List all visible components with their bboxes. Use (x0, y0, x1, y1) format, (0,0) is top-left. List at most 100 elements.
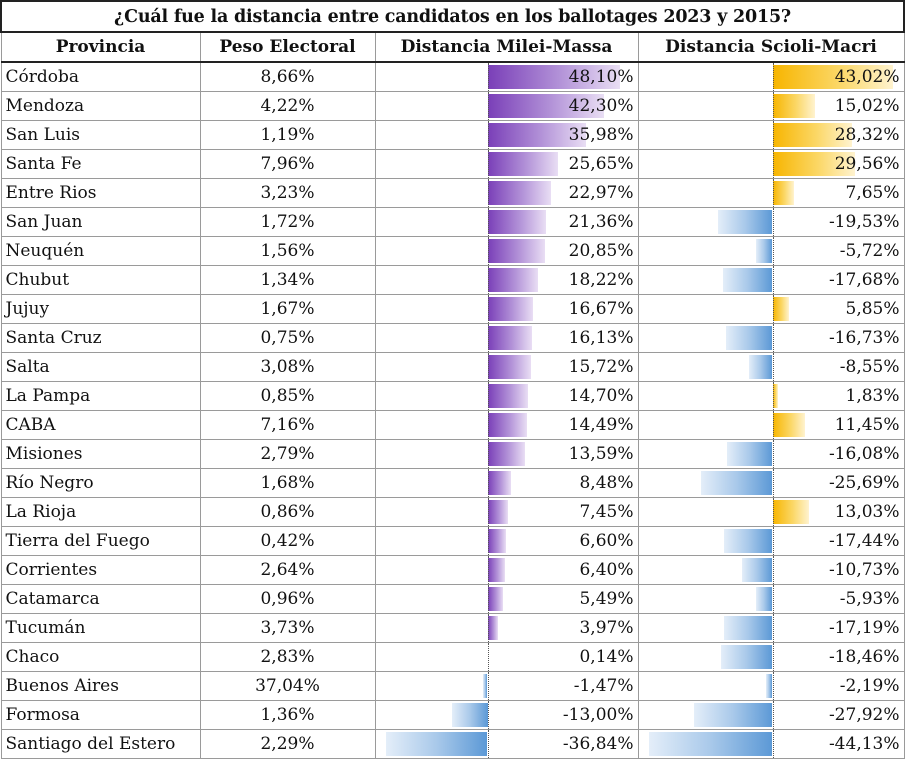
distancia-milei-massa-axis-line (488, 643, 489, 671)
distancia-scioli-macri-cell: 7,65% (638, 178, 904, 207)
distancia-milei-massa-cell: 48,10% (375, 62, 638, 91)
distancia-milei-massa-bar (488, 442, 525, 466)
distancia-scioli-macri-cell: -19,53% (638, 207, 904, 236)
peso-electoral-cell: 7,96% (200, 149, 375, 178)
peso-electoral-cell: 1,36% (200, 700, 375, 729)
distancia-milei-massa-axis-line (488, 585, 489, 613)
distancia-scioli-macri-cell: -17,68% (638, 265, 904, 294)
distancia-milei-massa-value: 14,70% (569, 382, 634, 410)
distancia-milei-massa-bar (488, 152, 559, 176)
distancia-scioli-macri-value: 29,56% (835, 150, 900, 178)
peso-electoral-cell: 4,22% (200, 91, 375, 120)
provincia-cell: Santiago del Estero (1, 729, 200, 758)
distancia-scioli-macri-bar (649, 732, 773, 756)
provincia-cell: San Luis (1, 120, 200, 149)
provincia-cell: San Juan (1, 207, 200, 236)
distancia-scioli-macri-axis-line (773, 614, 774, 642)
header-provincia: Provincia (1, 32, 200, 62)
distancia-milei-massa-axis-line (488, 701, 489, 729)
distancia-milei-massa-cell: 3,97% (375, 613, 638, 642)
header-distancia-scioli-macri: Distancia Scioli-Macri (638, 32, 904, 62)
distancia-milei-massa-axis-line (488, 150, 489, 178)
distancia-scioli-macri-cell: -5,72% (638, 236, 904, 265)
distancia-milei-massa-bar (452, 703, 488, 727)
distancia-scioli-macri-value: 13,03% (835, 498, 900, 526)
distancia-milei-massa-value: 15,72% (569, 353, 634, 381)
peso-electoral-cell: 1,19% (200, 120, 375, 149)
peso-electoral-cell: 0,96% (200, 584, 375, 613)
provincia-cell: Neuquén (1, 236, 200, 265)
distancia-scioli-macri-cell: 1,83% (638, 381, 904, 410)
peso-electoral-cell: 1,72% (200, 207, 375, 236)
distancia-scioli-macri-axis-line (773, 208, 774, 236)
distancia-milei-massa-bar (488, 181, 551, 205)
distancia-milei-massa-value: 8,48% (579, 469, 633, 497)
distancia-milei-massa-cell: 42,30% (375, 91, 638, 120)
provincia-cell: Santa Cruz (1, 323, 200, 352)
distancia-milei-massa-axis-line (488, 324, 489, 352)
distancia-scioli-macri-cell: 5,85% (638, 294, 904, 323)
distancia-scioli-macri-axis-line (773, 701, 774, 729)
distancia-scioli-macri-axis-line (773, 382, 774, 410)
provincia-cell: Tierra del Fuego (1, 526, 200, 555)
provincia-cell: Mendoza (1, 91, 200, 120)
distancia-scioli-macri-bar (726, 326, 773, 350)
distancia-scioli-macri-bar (756, 239, 772, 263)
distancia-milei-massa-cell: 14,49% (375, 410, 638, 439)
distancia-milei-massa-axis-line (488, 92, 489, 120)
distancia-milei-massa-value: 7,45% (579, 498, 633, 526)
distancia-milei-massa-bar (488, 616, 499, 640)
provincia-cell: Chubut (1, 265, 200, 294)
distancia-milei-massa-cell: 35,98% (375, 120, 638, 149)
distancia-scioli-macri-axis-line (773, 266, 774, 294)
distancia-milei-massa-axis-line (488, 208, 489, 236)
distancia-scioli-macri-bar (723, 268, 773, 292)
distancia-milei-massa-axis-line (488, 614, 489, 642)
peso-electoral-cell: 7,16% (200, 410, 375, 439)
distancia-milei-massa-value: 0,14% (579, 643, 633, 671)
distancia-scioli-macri-axis-line (773, 92, 774, 120)
distancia-milei-massa-bar (488, 558, 506, 582)
peso-electoral-cell: 2,64% (200, 555, 375, 584)
provincia-cell: Chaco (1, 642, 200, 671)
distancia-milei-massa-cell: 25,65% (375, 149, 638, 178)
distancia-scioli-macri-bar (724, 616, 772, 640)
distancia-scioli-macri-cell: 15,02% (638, 91, 904, 120)
distancia-scioli-macri-axis-line (773, 324, 774, 352)
distancia-scioli-macri-axis-line (773, 121, 774, 149)
distancia-milei-massa-cell: -36,84% (375, 729, 638, 758)
distancia-scioli-macri-bar (721, 645, 773, 669)
peso-electoral-cell: 3,08% (200, 352, 375, 381)
provincia-cell: La Rioja (1, 497, 200, 526)
peso-electoral-cell: 37,04% (200, 671, 375, 700)
distancia-milei-massa-value: 13,59% (569, 440, 634, 468)
distancia-milei-massa-cell: 14,70% (375, 381, 638, 410)
distancia-milei-massa-value: 25,65% (569, 150, 634, 178)
distancia-milei-massa-value: 22,97% (569, 179, 634, 207)
distancia-milei-massa-cell: 21,36% (375, 207, 638, 236)
distancia-milei-massa-cell: 6,40% (375, 555, 638, 584)
distancia-milei-massa-bar (488, 471, 511, 495)
distancia-scioli-macri-value: -16,08% (829, 440, 900, 468)
distancia-scioli-macri-axis-line (773, 237, 774, 265)
distancia-milei-massa-axis-line (488, 382, 489, 410)
distancia-milei-massa-axis-line (488, 556, 489, 584)
distancia-milei-massa-axis-line (488, 672, 489, 700)
provincia-cell: Corrientes (1, 555, 200, 584)
peso-electoral-cell: 1,34% (200, 265, 375, 294)
distancia-milei-massa-value: -36,84% (563, 730, 634, 758)
distancia-scioli-macri-axis-line (773, 440, 774, 468)
distancia-milei-massa-axis-line (488, 266, 489, 294)
distancia-milei-massa-axis-line (488, 527, 489, 555)
distancia-scioli-macri-value: -17,44% (829, 527, 900, 555)
